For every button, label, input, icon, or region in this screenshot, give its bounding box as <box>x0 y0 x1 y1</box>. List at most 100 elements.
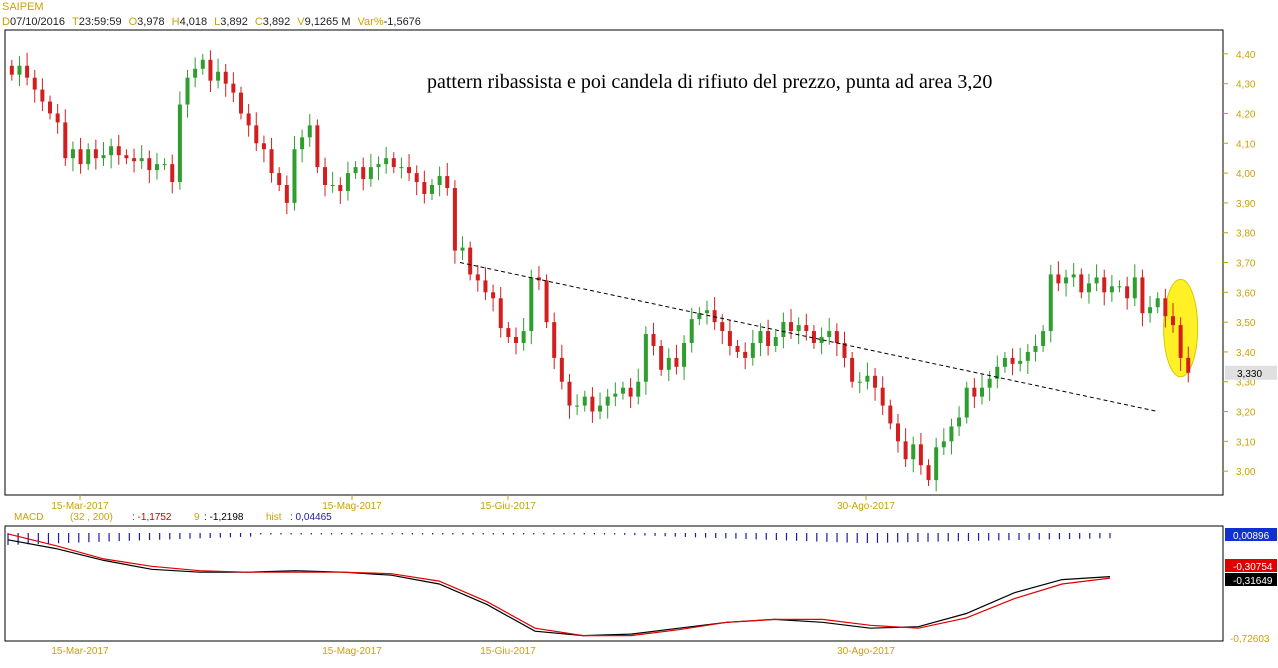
ohlc-header: D07/10/2016 T23:59:59 O3,978 H4,018 L3,892 C3… <box>2 16 428 28</box>
candle-body <box>727 331 732 346</box>
candle-body <box>338 185 343 191</box>
candle-body <box>452 187 457 251</box>
candle-body <box>804 325 809 332</box>
candle-body <box>223 71 228 84</box>
macd-header-part: : -1,1752 <box>132 512 172 523</box>
y-tick-label: 3,00 <box>1236 467 1256 478</box>
header-value: 23:59:59 <box>78 16 122 28</box>
candle-body <box>1117 286 1122 288</box>
candle-body <box>567 381 572 406</box>
candle-body <box>246 113 251 126</box>
macd-value-box <box>1225 559 1277 572</box>
macd-header-part: : 0,04465 <box>290 512 332 523</box>
candle-body <box>842 342 847 358</box>
macd-header-part: 9 <box>194 512 200 523</box>
candle-body <box>789 322 794 332</box>
candle-body <box>873 375 878 388</box>
candle-body <box>934 447 939 481</box>
candle-body <box>32 77 37 90</box>
candle-body <box>483 280 488 293</box>
header-key: L <box>214 16 221 28</box>
candle-body <box>25 65 30 78</box>
x-tick-label: 15-Mar-2017 <box>51 501 109 512</box>
candle-body <box>743 351 748 358</box>
candle-body <box>781 322 786 338</box>
candle-body <box>361 167 366 180</box>
candle-body <box>659 345 664 370</box>
candle-body <box>544 280 549 323</box>
candle-body <box>429 185 434 194</box>
candle-body <box>1071 274 1076 278</box>
candle-body <box>498 298 503 329</box>
y-tick-label: 3,50 <box>1236 318 1256 329</box>
candle-body <box>1018 360 1023 364</box>
candle-body <box>1041 331 1046 346</box>
candle-body <box>323 167 328 185</box>
macd-x-tick-label: 15-Mag-2017 <box>322 646 382 657</box>
candle-body <box>48 101 53 114</box>
macd-header-part: MACD <box>14 512 43 523</box>
candle-body <box>1002 357 1007 367</box>
candle-body <box>964 387 969 418</box>
candle-body <box>17 65 22 75</box>
candle-body <box>284 185 289 203</box>
signal-line <box>7 533 1111 637</box>
candle-body <box>811 331 816 343</box>
candle-body <box>300 137 305 150</box>
candle-body <box>857 381 862 383</box>
candle-body <box>506 328 511 338</box>
y-tick-label: 4,20 <box>1236 109 1256 120</box>
y-tick-label: 4,40 <box>1236 50 1256 61</box>
y-tick-label: 3,70 <box>1236 259 1256 270</box>
candle-body <box>850 357 855 382</box>
macd-header-part: (32 , 200) <box>70 512 113 523</box>
candle-body <box>460 247 465 251</box>
candle-body <box>208 59 213 81</box>
candle-body <box>911 444 916 460</box>
price-header: SAIPEM <box>2 1 44 13</box>
candle-body <box>414 173 419 183</box>
candle-body <box>552 322 557 358</box>
candle-body <box>819 337 824 343</box>
candle-body <box>559 357 564 382</box>
candle-body <box>376 164 381 168</box>
candle-body <box>1010 357 1015 364</box>
candle-body <box>529 277 534 332</box>
header-key: H <box>171 16 180 28</box>
candle-body <box>598 405 603 412</box>
candle-body <box>1025 351 1030 361</box>
candle-body <box>972 387 977 397</box>
candle-body <box>643 334 648 382</box>
macd-value-label: -0,31649 <box>1233 576 1273 587</box>
y-tick-label: 4,30 <box>1236 80 1256 91</box>
macd-value-label: 0,00896 <box>1233 531 1270 542</box>
macd-header-part: : -1,2198 <box>204 512 244 523</box>
header-key: C <box>254 16 263 28</box>
macd-value-box <box>1225 528 1277 541</box>
candle-body <box>1109 286 1114 293</box>
candle-body <box>124 155 129 159</box>
candle-body <box>827 331 832 338</box>
header-key: T <box>72 16 79 28</box>
candle-body <box>895 423 900 442</box>
candle-body <box>185 77 190 105</box>
candle-body <box>758 331 763 343</box>
annotation-text: pattern ribassista e poi candela di rifi… <box>427 71 992 93</box>
candle-body <box>345 173 350 191</box>
macd-x-tick-label: 15-Mar-2017 <box>51 646 109 657</box>
y-tick-label: 3,10 <box>1236 437 1256 448</box>
candle-body <box>292 149 297 203</box>
candle-body <box>1178 325 1183 358</box>
x-tick-label: 15-Giu-2017 <box>480 501 536 512</box>
candle-body <box>445 176 450 188</box>
candle-body <box>63 122 68 159</box>
y-tick-label: 3,20 <box>1236 408 1256 419</box>
candle-body <box>582 396 587 406</box>
candle-body <box>437 176 442 185</box>
candle-body <box>1102 277 1107 293</box>
candle-body <box>1079 274 1084 293</box>
y-tick-label: 4,00 <box>1236 169 1256 180</box>
candle-body <box>995 366 1000 379</box>
symbol-label: SAIPEM <box>2 1 44 13</box>
